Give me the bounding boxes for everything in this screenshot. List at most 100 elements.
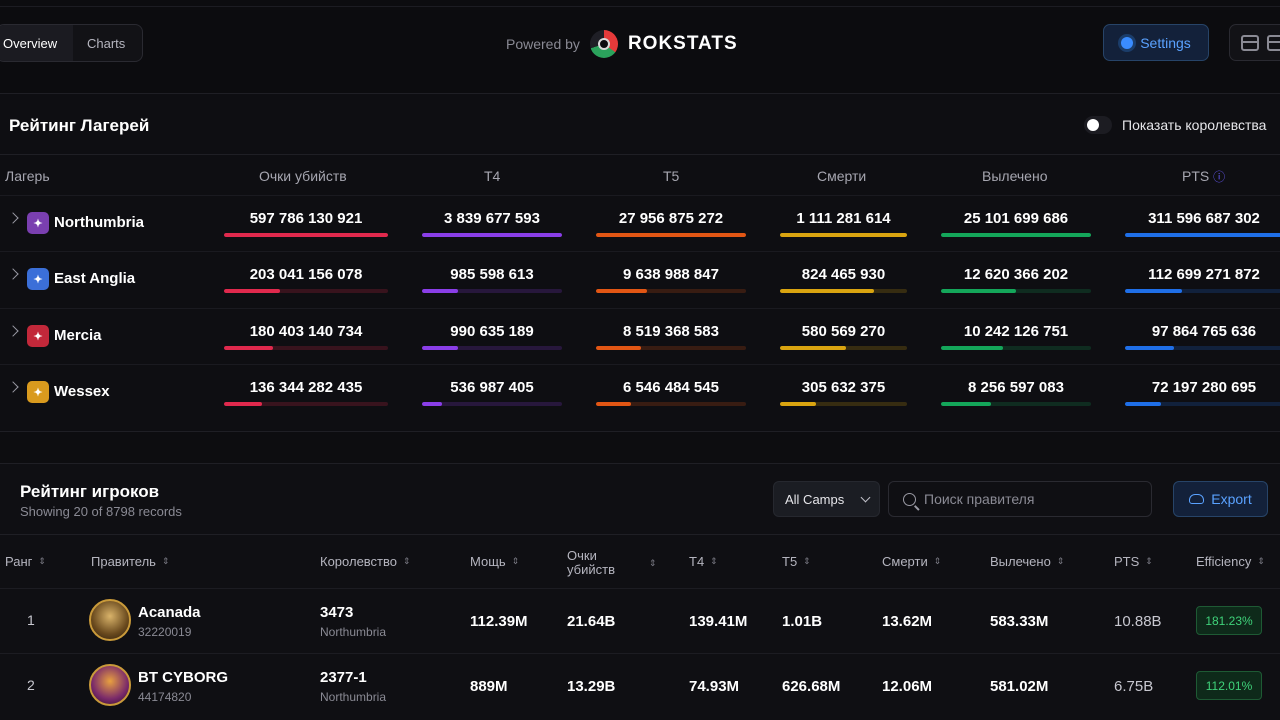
col-power[interactable]: Мощь ⇕ [470,554,520,569]
player-row[interactable]: 2 BT CYBORG 44174820 2377-1 Northumbria 889M 1… [0,653,1280,718]
ruler-search-input[interactable] [924,491,1144,507]
chevron-right-icon[interactable] [7,325,19,337]
camp-healed-bar [941,289,1091,293]
col-t5: T5 [663,168,680,184]
col-camp: Лагерь [5,168,50,184]
col-player-deaths[interactable]: Смерти ⇕ [882,554,942,569]
player-deaths: 13.62M [882,613,933,630]
view-switcher: Overview Charts [0,24,143,62]
chevron-right-icon[interactable] [7,212,19,224]
camp-t4-value: 990 635 189 [450,323,534,340]
player-row[interactable]: 1 Acanada 32220019 3473 Northumbria 112.39M 21… [0,588,1280,653]
camp-t4-value: 985 598 613 [450,266,534,283]
camp-t4-cell: 3 839 677 593 [422,210,562,237]
tab-overview[interactable]: Overview [0,25,73,61]
col-ruler[interactable]: Правитель ⇕ [91,554,170,569]
efficiency-badge: 181.23% [1196,606,1262,635]
camp-t4-bar-fill [422,346,459,350]
camp-kills-value: 136 344 282 435 [249,379,363,396]
brand-name[interactable]: ROKSTATS [627,33,738,54]
camp-deaths-bar-fill [780,233,907,237]
camp-t5-bar [596,289,746,293]
col-player-t4[interactable]: T4 ⇕ [689,554,718,569]
col-player-healed[interactable]: Вылечено ⇕ [990,554,1065,569]
camp-filter-select[interactable]: All Camps [773,481,880,517]
col-t4: T4 [484,168,501,184]
camp-row[interactable]: ✦ Wessex 136 344 282 435 536 987 405 6 546 4… [0,364,1280,420]
camp-pts-bar [1125,289,1280,293]
col-player-t5[interactable]: T5 ⇕ [782,554,811,569]
camp-healed-value: 12 620 366 202 [963,266,1069,283]
camp-row[interactable]: ✦ Northumbria 597 786 130 921 3 839 677 593… [0,195,1280,251]
camp-deaths-value: 305 632 375 [801,379,886,396]
camp-t4-bar-fill [422,289,459,293]
camp-healed-cell: 12 620 366 202 [941,266,1091,293]
settings-button[interactable]: Settings [1103,24,1209,61]
camp-header-divider [0,154,1280,155]
col-player-pts[interactable]: PTS ⇕ [1114,554,1153,569]
player-id: 44174820 [138,690,192,704]
sort-icon: ⇕ [1145,556,1153,566]
col-player-kills[interactable]: Очки убийств ⇕ [567,548,657,577]
show-kingdoms-toggle[interactable] [1084,116,1112,134]
col-pts: PTS ⓘ [1182,168,1225,185]
camp-healed-bar-fill [941,346,1003,350]
camp-kills-bar-fill [224,289,280,293]
sort-icon: ⇕ [403,556,411,566]
rokstats-logo-icon [589,30,618,58]
avatar[interactable] [89,664,131,706]
camp-filter-value: All Camps [785,491,845,507]
chevron-right-icon[interactable] [7,381,19,393]
player-name[interactable]: BT CYBORG [138,669,228,686]
chevron-down-icon [860,492,871,502]
layout-toggle-button[interactable] [1229,24,1280,61]
camp-ranking-panel: Рейтинг Лагерей Показать королевства Лаг… [0,94,1280,432]
col-efficiency[interactable]: Efficiency ⇕ [1196,554,1265,569]
camp-pts-cell: 112 699 271 872 [1125,266,1280,293]
camp-t5-cell: 27 956 875 272 [596,210,746,237]
powered-by: Powered by ROKSTATS [506,30,738,58]
player-id: 32220019 [138,625,192,639]
tab-charts[interactable]: Charts [87,35,126,51]
player-header-divider [0,534,1280,535]
camp-pts-value: 112 699 271 872 [1148,266,1260,283]
show-kingdoms-toggle-row: Показать королевства [1084,116,1266,134]
chevron-right-icon[interactable] [7,268,19,280]
player-t5: 626.68M [782,678,841,695]
camp-kills-bar [224,402,388,406]
camp-healed-value: 25 101 699 686 [963,210,1069,227]
camp-pts-bar [1125,402,1280,406]
camp-t4-bar [422,233,562,237]
camp-pts-cell: 97 864 765 636 [1125,323,1280,350]
camp-deaths-value: 1 111 281 614 [796,210,891,227]
player-camp: Northumbria [320,625,387,639]
camp-healed-value: 10 242 126 751 [963,323,1069,340]
camp-row[interactable]: ✦ East Anglia 203 041 156 078 985 598 613 9 … [0,251,1280,307]
camp-deaths-bar-fill [780,402,816,406]
avatar[interactable] [89,599,131,641]
camp-deaths-cell: 305 632 375 [780,379,907,406]
camp-emblem-icon: ✦ [27,268,49,290]
camp-row[interactable]: ✦ Mercia 180 403 140 734 990 635 189 8 519 3… [0,308,1280,364]
camp-t4-cell: 985 598 613 [422,266,562,293]
export-button[interactable]: Export [1173,481,1268,517]
camp-healed-value: 8 256 597 083 [968,379,1064,396]
camp-deaths-bar [780,233,907,237]
camp-pts-bar [1125,233,1280,237]
player-t5: 1.01B [782,613,823,630]
camp-kills-cell: 136 344 282 435 [224,379,388,406]
player-name[interactable]: Acanada [138,604,201,621]
camp-t5-value: 27 956 875 272 [618,210,724,227]
camp-t5-bar [596,402,746,406]
col-kingdom[interactable]: Королевство ⇕ [320,554,411,569]
camp-pts-cell: 311 596 687 302 [1125,210,1280,237]
col-rank[interactable]: Ранг ⇕ [5,554,46,569]
player-rank: 2 [27,677,35,693]
camp-healed-bar-fill [941,289,1016,293]
camp-t5-value: 6 546 484 545 [623,379,719,396]
player-rank: 1 [27,612,35,628]
player-kills: 21.64B [567,613,616,630]
layout-list-icon [1241,34,1259,51]
sort-icon: ⇕ [649,558,657,568]
info-icon[interactable]: ⓘ [1213,170,1226,184]
